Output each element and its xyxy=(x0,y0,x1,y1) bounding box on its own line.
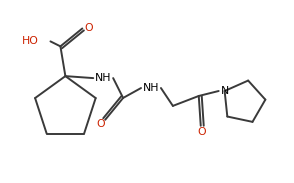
Text: N: N xyxy=(220,86,229,96)
Text: NH: NH xyxy=(143,83,159,93)
Text: HO: HO xyxy=(22,36,39,46)
Text: NH: NH xyxy=(95,73,111,83)
Text: O: O xyxy=(84,23,93,33)
Text: O: O xyxy=(96,119,105,129)
Text: O: O xyxy=(198,127,206,137)
